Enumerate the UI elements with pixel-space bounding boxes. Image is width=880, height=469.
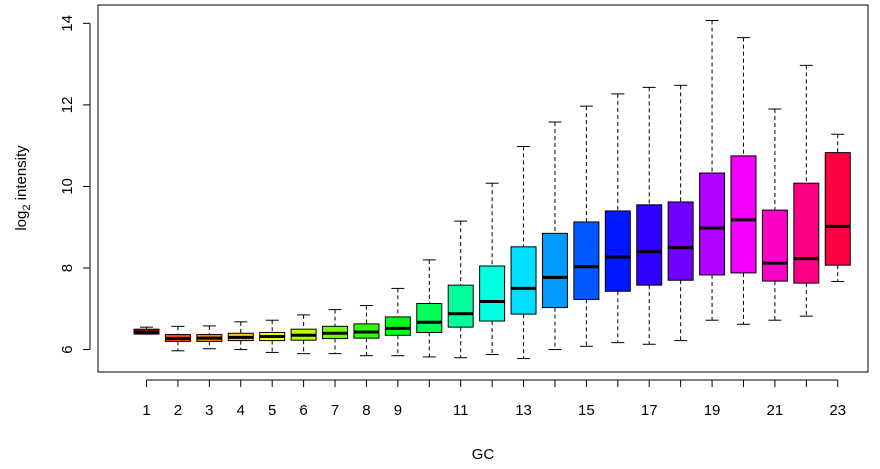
plot-frame	[97, 4, 869, 373]
box-group-7	[322, 309, 349, 355]
box-iqr	[636, 204, 663, 286]
x-tick-label-11: 11	[453, 402, 469, 419]
box-group-2	[164, 325, 191, 352]
box-iqr	[510, 246, 537, 315]
box-group-23	[824, 133, 851, 282]
box-group-16	[604, 93, 631, 344]
box-group-14	[541, 121, 568, 351]
y-axis-title: log2 intensity	[13, 145, 33, 231]
x-axis: 1 2 3 4 5 6 7 8 9 11 13 15 17 19 21 23	[142, 379, 846, 419]
box-group-6	[290, 314, 317, 355]
box-group-15	[573, 105, 600, 347]
y-axis: 6 8 10 12 14	[59, 15, 91, 354]
box-group-9	[384, 287, 411, 357]
x-tick-label-6: 6	[299, 402, 307, 419]
box-iqr	[730, 155, 757, 274]
x-tick-label-19: 19	[704, 402, 721, 419]
x-tick-label-7: 7	[331, 402, 339, 419]
box-group-22	[793, 64, 820, 317]
box-iqr	[384, 316, 411, 336]
x-tick-label-13: 13	[515, 402, 532, 419]
box-iqr	[447, 284, 474, 328]
y-tick-label-12: 12	[59, 97, 76, 114]
box-iqr	[824, 152, 851, 266]
box-group-17	[636, 86, 663, 345]
box-iqr	[699, 172, 726, 276]
y-tick-label-8: 8	[59, 264, 76, 272]
box-iqr	[604, 210, 631, 292]
box-iqr	[541, 232, 568, 309]
box-iqr	[416, 302, 443, 333]
box-group-8	[353, 305, 380, 357]
box-iqr	[793, 182, 820, 284]
x-tick-label-15: 15	[578, 402, 595, 419]
box-iqr	[573, 221, 600, 300]
x-tick-label-4: 4	[237, 402, 245, 419]
x-tick-label-8: 8	[362, 402, 370, 419]
box-group-20	[730, 37, 757, 325]
x-tick-label-17: 17	[641, 402, 658, 419]
x-tick-label-9: 9	[394, 402, 402, 419]
y-axis-title-prefix: log	[13, 211, 30, 231]
box-group-4	[227, 321, 254, 351]
box-group-1	[133, 326, 160, 335]
box-group-11	[447, 220, 474, 359]
box-group-19	[699, 19, 726, 321]
x-tick-label-5: 5	[268, 402, 276, 419]
box-group-18	[667, 84, 694, 342]
box-iqr	[479, 265, 506, 322]
x-tick-label-2: 2	[174, 402, 182, 419]
box-group-12	[479, 182, 506, 355]
y-tick-label-6: 6	[59, 345, 76, 353]
box-group-21	[761, 108, 788, 321]
x-tick-label-3: 3	[205, 402, 213, 419]
y-axis-title-main: intensity	[13, 145, 30, 201]
x-axis-title: GC	[472, 446, 495, 463]
x-tick-label-23: 23	[829, 402, 846, 419]
x-tick-label-1: 1	[142, 402, 150, 419]
box-iqr	[667, 201, 694, 281]
box-group-13	[510, 145, 537, 360]
y-tick-label-14: 14	[59, 15, 76, 32]
boxes-layer	[133, 19, 851, 360]
y-axis-title-subscript: 2	[21, 205, 33, 211]
box-group-3	[196, 325, 223, 350]
box-group-5	[259, 319, 286, 353]
x-tick-label-21: 21	[767, 402, 784, 419]
y-tick-label-10: 10	[59, 178, 76, 195]
box-iqr	[761, 209, 788, 282]
box-group-10	[416, 259, 443, 358]
